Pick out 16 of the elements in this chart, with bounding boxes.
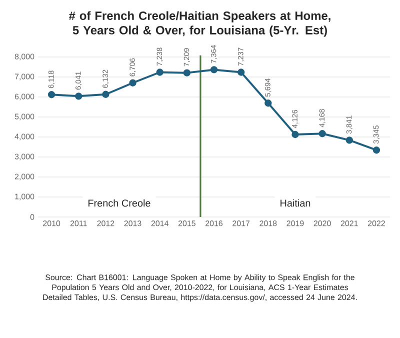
point [346,136,353,144]
point [292,130,299,138]
annotation: Haitian [280,199,310,207]
point [75,92,82,100]
point [102,90,110,98]
point [264,100,272,107]
chart-title: # of French Creole/Haitian Speakers at Home, 5 Years Old & Over, for Louisiana (5-Yr. Est) [68,11,330,37]
annotation: French Creole [88,199,150,207]
point [183,69,191,76]
point [318,130,326,138]
point [372,146,380,154]
point [48,91,56,98]
point [210,66,218,74]
point [237,68,245,76]
point [129,79,136,86]
point [156,68,164,76]
